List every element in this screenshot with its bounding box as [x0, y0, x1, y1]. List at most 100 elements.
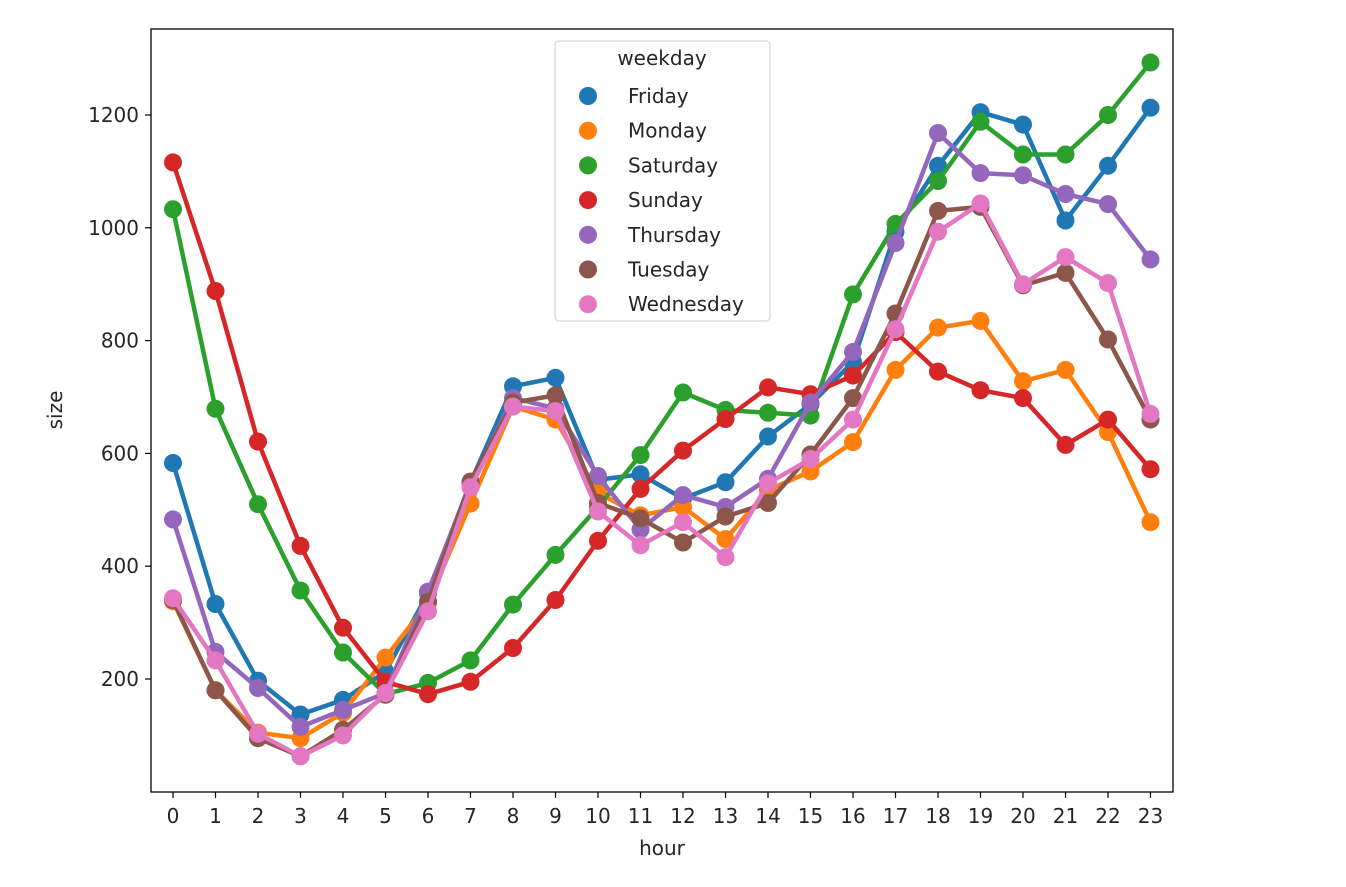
x-tick-label: 5 [379, 804, 392, 828]
data-point [1056, 248, 1075, 267]
data-point [1056, 145, 1075, 164]
data-point [249, 432, 267, 451]
legend-label: Friday [628, 84, 689, 108]
data-point [716, 507, 735, 526]
data-point [716, 548, 735, 567]
data-point [164, 510, 182, 529]
y-tick-label: 800 [101, 329, 139, 353]
x-tick-label: 20 [1010, 804, 1035, 828]
data-point [504, 595, 522, 614]
data-point [759, 494, 777, 512]
axes-layer: 0 1 2 3 4 5 6 7 8 9 10 11 12 13 14 15 16 17 18 19 20 21 22 2320… [88, 28, 1174, 828]
data-point [1056, 185, 1075, 203]
data-point [376, 684, 395, 703]
data-point [844, 342, 862, 361]
legend-marker [579, 260, 597, 279]
data-point [419, 685, 437, 704]
legend-item-thursday: Thursday [579, 223, 721, 247]
x-tick-label: 22 [1095, 804, 1120, 828]
data-point [419, 602, 437, 621]
data-point [971, 194, 990, 213]
data-point [759, 427, 777, 446]
data-point [716, 410, 735, 428]
y-tick-label: 400 [101, 554, 139, 578]
data-point [1056, 211, 1075, 230]
legend-marker [579, 295, 597, 314]
data-point [164, 153, 182, 172]
data-point [461, 651, 480, 670]
data-point [971, 164, 990, 183]
x-tick-label: 17 [883, 804, 908, 828]
data-point [674, 383, 692, 402]
data-point [716, 530, 735, 549]
legend-marker [579, 87, 597, 105]
data-point [844, 366, 862, 385]
data-point [164, 589, 182, 608]
y-tick-label: 1200 [88, 103, 139, 127]
data-point [929, 222, 947, 241]
data-point [844, 285, 862, 304]
x-tick-label: 21 [1053, 804, 1078, 828]
data-point [1141, 53, 1160, 72]
data-point [674, 533, 692, 552]
data-point [929, 124, 947, 142]
legend-item-friday: Friday [579, 84, 689, 108]
data-point [164, 454, 182, 472]
data-point [504, 397, 522, 416]
data-point [1141, 404, 1160, 423]
data-point [206, 651, 225, 670]
series-sunday [164, 153, 1160, 704]
x-tick-label: 4 [337, 804, 350, 828]
x-tick-label: 12 [670, 804, 695, 828]
data-point [1014, 389, 1032, 408]
x-tick-label: 18 [925, 804, 950, 828]
legend-item-tuesday: Tuesday [579, 258, 710, 282]
data-point [1014, 166, 1032, 185]
data-point [334, 726, 352, 745]
y-tick-label: 600 [101, 441, 139, 465]
data-point [759, 474, 777, 493]
legend-marker [579, 191, 597, 210]
data-point [206, 681, 225, 700]
data-point [1099, 156, 1117, 175]
legend-item-wednesday: Wednesday [579, 292, 744, 316]
data-point [631, 509, 650, 528]
data-point [1099, 274, 1117, 293]
x-tick-label: 8 [507, 804, 520, 828]
x-tick-label: 3 [294, 804, 307, 828]
legend-label: Sunday [628, 188, 703, 212]
data-point [631, 446, 650, 465]
data-point [971, 311, 990, 330]
legend: weekday Friday Monday Saturday Sunday Thursd… [554, 40, 771, 322]
data-point [674, 441, 692, 460]
series-wednesday [164, 194, 1160, 766]
y-axis-label: size [43, 391, 67, 430]
y-tick-label: 1000 [88, 216, 139, 240]
data-point [206, 399, 225, 418]
data-point [334, 643, 352, 662]
data-point [1056, 435, 1075, 454]
data-point [631, 465, 650, 484]
data-point [844, 433, 862, 452]
data-point [206, 595, 225, 613]
data-point [461, 672, 480, 691]
data-point [546, 402, 565, 421]
data-point [1014, 115, 1032, 134]
series-layer [164, 53, 1160, 766]
x-tick-label: 23 [1138, 804, 1163, 828]
data-point [589, 531, 607, 550]
data-point [589, 502, 607, 521]
x-tick-label: 7 [464, 804, 477, 828]
x-tick-label: 2 [252, 804, 265, 828]
legend-items: Friday Monday Saturday Sunday Thursday Tuesda… [579, 84, 744, 316]
legend-label: Tuesday [627, 258, 710, 282]
data-point [971, 381, 990, 400]
data-point [631, 479, 650, 498]
legend-frame [554, 40, 771, 322]
data-point [1099, 410, 1117, 429]
data-point [291, 705, 310, 724]
legend-item-sunday: Sunday [579, 188, 703, 212]
data-point [1014, 372, 1032, 391]
legend-title: weekday [617, 46, 707, 70]
data-point [1099, 106, 1117, 124]
